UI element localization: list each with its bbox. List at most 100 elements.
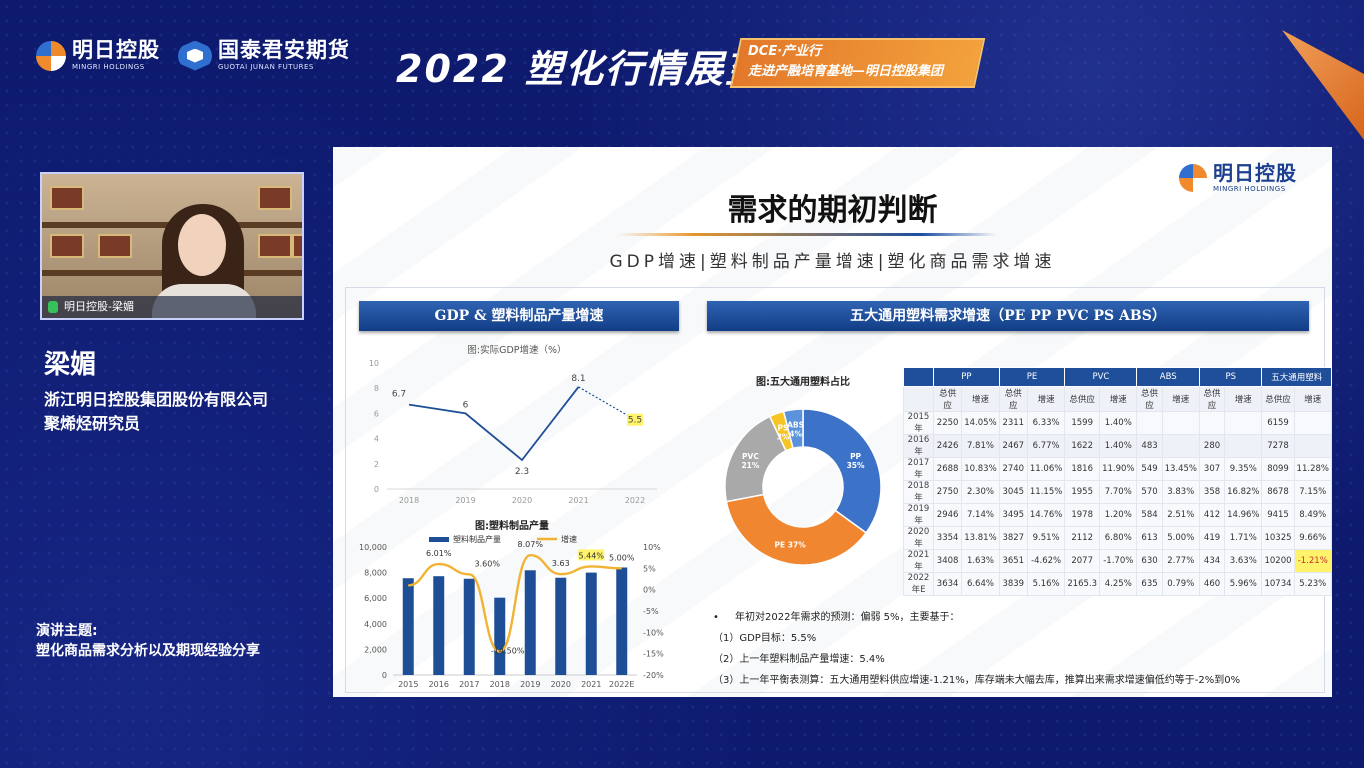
- bar-y2-tick: 5%: [643, 564, 656, 573]
- table-cell: 630: [1136, 549, 1163, 573]
- table-cell: 3045: [998, 480, 1028, 504]
- table-subheader: 增速: [961, 386, 1000, 412]
- table-cell: 2946: [932, 503, 963, 527]
- notes-item-1: （1）GDP目标：5.5%: [713, 633, 817, 644]
- table-year-cell: 2018年: [903, 480, 934, 504]
- gdp-point-label: 2.3: [515, 467, 529, 477]
- gdp-point-label: 8.1: [571, 374, 585, 384]
- table-row: 2019年 2946 7.14% 3495 14.76% 1978 1.20% 584 2.51…: [903, 503, 1332, 527]
- table-cell: 2.30%: [961, 480, 1000, 504]
- table-cell: 412: [1198, 503, 1226, 527]
- table-row: 2020年 3354 13.81% 3827 9.51% 2112 6.80% 613 5.00…: [903, 526, 1332, 550]
- table-cell: 11.06%: [1026, 457, 1066, 481]
- table-cell: 613: [1136, 526, 1163, 550]
- growth-point-label: 5.00%: [609, 553, 635, 562]
- pie-label-pp: PP: [850, 452, 861, 461]
- table-year-cell: 2022年E: [903, 572, 934, 596]
- table-cell: 8678: [1261, 480, 1295, 504]
- gdp-y-tick: 10: [369, 359, 379, 368]
- table-cell: 13.81%: [961, 526, 1000, 550]
- table-cell: 1955: [1064, 480, 1101, 504]
- table-cell: 358: [1198, 480, 1226, 504]
- bar-y-tick: 0: [382, 671, 387, 680]
- table-cell: 6159: [1261, 411, 1295, 435]
- plastic-output-bar: [616, 567, 628, 675]
- table-cell: 6.77%: [1026, 434, 1066, 458]
- event-title: 2022 塑化行情展望: [396, 47, 765, 91]
- gdp-chart-title: 图:实际GDP增速（%）: [467, 344, 566, 356]
- pie-slice-pp: [802, 408, 882, 534]
- table-cell: 1.71%: [1224, 526, 1263, 550]
- growth-highlight-box: [578, 549, 605, 561]
- table-cell: 2688: [932, 457, 963, 481]
- table-cell: 7.14%: [961, 503, 1000, 527]
- table-cell: 5.16%: [1026, 572, 1066, 596]
- table-cell: 16.82%: [1224, 480, 1263, 504]
- table-group-1: PE: [998, 367, 1066, 387]
- gdp-y-tick: 8: [374, 384, 379, 393]
- table-cell: 6.64%: [961, 572, 1000, 596]
- table-cell: 2467: [998, 434, 1028, 458]
- topic-label: 演讲主题:: [36, 623, 98, 639]
- table-cell: 2165.3: [1064, 572, 1101, 596]
- pie-label-pe: PE 37%: [775, 541, 807, 550]
- table-cell: 14.96%: [1224, 503, 1263, 527]
- table-cell: 3354: [932, 526, 963, 550]
- bar-y-tick: 8,000: [364, 569, 387, 578]
- slide-logo-cn: 明日控股: [1213, 161, 1297, 185]
- gdp-x-tick: 2021: [568, 496, 588, 505]
- growth-point-label: 3.63: [552, 559, 570, 568]
- bar-y-tick: 10,000: [359, 543, 387, 552]
- bar-x-tick: 2015: [398, 680, 418, 689]
- speaker-name: 梁媚: [44, 350, 97, 380]
- pie-slice-abs: [782, 408, 804, 450]
- bar-y2-tick: -20%: [643, 671, 664, 680]
- table-cell: 9.51%: [1026, 526, 1066, 550]
- notes-item-2: （2）上一年塑料制品产量增速：5.4%: [713, 654, 885, 665]
- table-cell: 10734: [1261, 572, 1295, 596]
- speaker-webcam[interactable]: 明日控股-梁媚: [40, 172, 304, 320]
- bar-chart-title: 图:塑料制品产量: [475, 519, 549, 532]
- pie-value-abs: 4%: [789, 429, 802, 438]
- gdp-point-label: 6.7: [392, 390, 406, 400]
- table-cell: [1224, 434, 1263, 458]
- table-year-cell: 2016年: [903, 434, 934, 458]
- table-cell: 483: [1136, 434, 1163, 458]
- slide-subtitle: GDP增速|塑料制品产量增速|塑化商品需求增速: [609, 252, 1056, 272]
- tagline-line-1: DCE·产业行: [748, 44, 822, 59]
- table-group-3: ABS: [1136, 367, 1200, 387]
- table-cell: [1161, 411, 1200, 435]
- table-cell: 2426: [932, 434, 963, 458]
- table-cell: 0.79%: [1161, 572, 1200, 596]
- table-cell: 8099: [1261, 457, 1295, 481]
- table-cell: 1816: [1064, 457, 1101, 481]
- legend-bar-swatch: [429, 537, 449, 542]
- table-cell: 10325: [1261, 526, 1295, 550]
- gdp-y-tick: 0: [374, 485, 379, 494]
- table-subheader: 总供应: [1136, 386, 1163, 412]
- table-cell: 14.05%: [961, 411, 1000, 435]
- table-corner-cell: [903, 386, 934, 412]
- table-cell: [1293, 434, 1332, 458]
- table-group-2: PVC: [1064, 367, 1138, 387]
- table-cell: 7278: [1261, 434, 1295, 458]
- table-year-cell: 2017年: [903, 457, 934, 481]
- plastics-demand-table: PP PE PVC ABS PS 五大通用塑料 总供应 增速 总供应 增速 总供应 增速 总供应 增速总…: [903, 367, 1332, 596]
- forecast-notes: 年初对2022年需求的预测：偏弱 5%，主要基于： （1）GDP目标：5.5% …: [713, 607, 1240, 691]
- bar-y2-tick: 10%: [643, 543, 661, 552]
- table-cell: 2112: [1064, 526, 1101, 550]
- table-subheader: 增速: [1161, 386, 1200, 412]
- gdp-x-tick: 2018: [399, 496, 419, 505]
- table-cell: 3839: [998, 572, 1028, 596]
- table-cell: 3634: [932, 572, 963, 596]
- table-cell: 1.20%: [1099, 503, 1138, 527]
- table-cell: 3408: [932, 549, 963, 573]
- plastic-output-bar: [555, 577, 567, 675]
- table-cell: -1.21%: [1293, 549, 1332, 573]
- table-cell: 460: [1198, 572, 1226, 596]
- table-row: 2018年 2750 2.30% 3045 11.15% 1955 7.70% 570 3.83…: [903, 480, 1332, 504]
- pie-value-pp: 35%: [847, 461, 865, 470]
- table-cell: 1.40%: [1099, 411, 1138, 435]
- notes-bullet: 年初对2022年需求的预测：偏弱 5%，主要基于：: [713, 607, 1240, 628]
- table-cell: 11.28%: [1293, 457, 1332, 481]
